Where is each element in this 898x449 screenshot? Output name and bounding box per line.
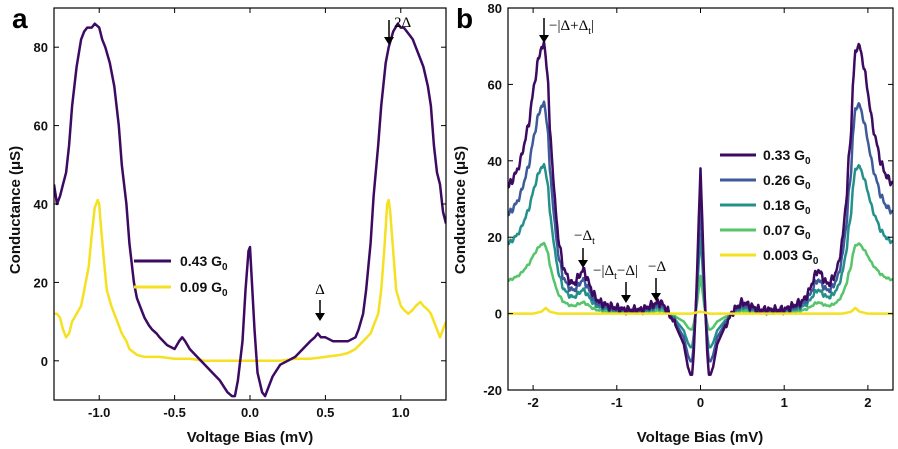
annotation-4-label: −Δ [648, 259, 666, 275]
y-tick-label: 0 [41, 354, 48, 369]
legend-label-0-43: 0.43 G0 [180, 253, 228, 273]
y-tick-label: 80 [34, 40, 48, 55]
y-tick-label: 80 [488, 1, 502, 16]
x-tick-label: 2 [864, 395, 871, 410]
x-tick-label: 0.0 [241, 405, 259, 420]
legend-label-0-33: 0.33 G0 [763, 147, 811, 167]
legend-label-0-26: 0.26 G0 [763, 172, 811, 192]
panel-a-y-axis-label: Conductance (μS) [7, 146, 24, 274]
legend-label-0-18: 0.18 G0 [763, 197, 811, 217]
series-line-series-2 [508, 162, 893, 349]
y-tick-label: 60 [488, 77, 502, 92]
x-tick-label: -1 [611, 395, 623, 410]
annotation-neg-abs-delta-plus-deltat: −|Δ+Δt| [539, 18, 594, 43]
series-line-purple-0-43 [54, 22, 446, 398]
annotation-neg-deltat: −Δt [574, 228, 595, 268]
annotation-two-delta-label: 2Δ [394, 15, 412, 31]
panel-a-plot-area: -1.0 -0.5 0.0 0.5 1.0 0 20 40 60 80 [34, 7, 447, 420]
y-tick-label: 0 [495, 307, 502, 322]
series-line-series-3 [508, 241, 893, 331]
y-tick-label: -20 [483, 383, 502, 398]
panel-a-x-axis-label: Voltage Bias (mV) [187, 429, 313, 446]
annotation-4-arrowhead [651, 293, 661, 301]
annotation-two-delta-arrowhead [384, 37, 394, 45]
series-line-series-yellow [508, 306, 893, 315]
panel-b-plot-area: -2 -1 0 1 2 -20 0 20 40 60 80 [483, 1, 894, 410]
panel-b-x-axis-label: Voltage Bias (mV) [637, 429, 763, 446]
panel-a: a -1.0 -0.5 0.0 0.5 1.0 0 20 40 60 80 Voltage Bia… [7, 3, 447, 446]
x-tick-label: -0.5 [163, 405, 185, 420]
annotation-delta-label: Δ [315, 282, 325, 298]
legend-label-0-003: 0.003 G0 [763, 247, 819, 267]
x-tick-label: 1.0 [392, 405, 410, 420]
series-line-series-0 [508, 40, 893, 376]
y-tick-label: 40 [488, 154, 502, 169]
legend-label-0-09: 0.09 G0 [180, 279, 228, 299]
panel-a-legend: 0.43 G0 0.09 G0 [134, 253, 228, 299]
panel-b-legend: 0.33 G0 0.26 G0 0.18 G0 0.07 G0 0.003 G0 [720, 147, 819, 267]
x-tick-label: -2 [527, 395, 539, 410]
x-tick-label: 0 [697, 395, 704, 410]
y-tick-label: 40 [34, 197, 48, 212]
annotation-3-arrowhead [621, 295, 631, 303]
legend-label-0-07: 0.07 G0 [763, 222, 811, 242]
x-tick-label: -1.0 [88, 405, 110, 420]
x-tick-label: 1 [781, 395, 788, 410]
panel-a-label: a [12, 3, 28, 34]
y-tick-label: 20 [34, 275, 48, 290]
panel-b-label: b [456, 3, 473, 34]
panel-b-y-axis-label: Conductance (μS) [452, 146, 469, 274]
series-line-series-1 [508, 100, 893, 363]
x-tick-label: 0.5 [316, 405, 334, 420]
y-tick-label: 20 [488, 230, 502, 245]
annotation-delta: Δ [315, 282, 325, 321]
annotation-neg-abs-deltat-minus-delta: −|Δt−Δ| [593, 263, 638, 303]
annotation-two-delta: 2Δ [384, 15, 412, 45]
annotation-2-arrowhead [578, 260, 588, 268]
annotation-1-label: −|Δ+Δt| [549, 18, 594, 37]
annotation-neg-delta: −Δ [648, 259, 666, 301]
series-line-yellow-0-09 [54, 198, 446, 363]
y-tick-label: 60 [34, 119, 48, 134]
annotation-1-arrowhead [539, 35, 549, 43]
annotation-delta-arrowhead [315, 313, 325, 321]
annotation-2-label: −Δt [574, 228, 595, 247]
annotation-3-label: −|Δt−Δ| [593, 263, 638, 282]
